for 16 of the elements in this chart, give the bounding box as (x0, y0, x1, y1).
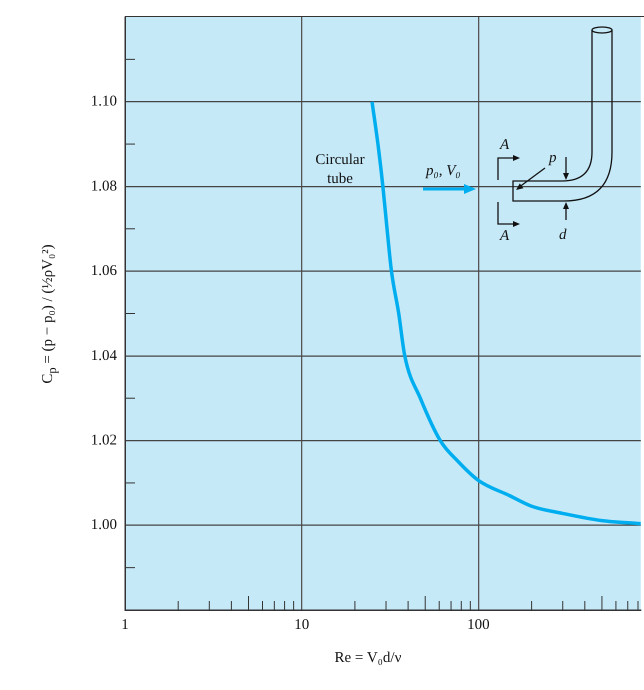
annotation: d (559, 227, 566, 244)
y-tick-label: 1.04 (90, 348, 118, 364)
x-tick-label: 10 (294, 616, 310, 633)
y-tick-label: 1.00 (90, 517, 117, 534)
annotation: p₀, V₀ (426, 163, 461, 180)
y-tick-label: 1.06 (90, 263, 118, 280)
annotation: A (500, 137, 510, 154)
x-axis-title: Re = V₀d/ν (334, 650, 402, 667)
annotation: A (500, 228, 510, 245)
y-tick-label: 1.08 (90, 178, 117, 194)
x-tick-label: 100 (467, 616, 490, 633)
y-tick-label: 1.02 (90, 432, 117, 449)
annotation: Circular tube (314, 151, 366, 189)
annotation: p (549, 150, 556, 167)
x-tick-label: 1 (121, 616, 129, 633)
y-tick-label: 1.10 (90, 94, 117, 110)
